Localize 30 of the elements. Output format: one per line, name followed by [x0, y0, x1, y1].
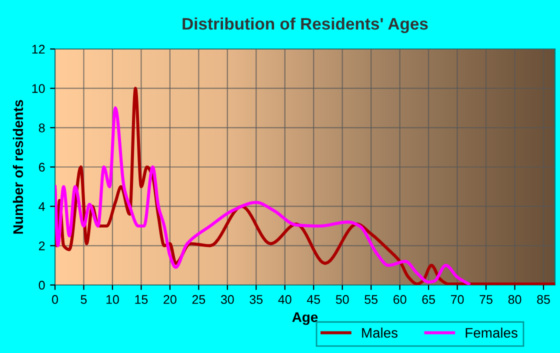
x-tick-label: 60	[394, 295, 406, 304]
x-tick-label: 40	[278, 295, 292, 304]
y-tick-label: 8	[38, 123, 45, 132]
x-tick-label: 55	[364, 295, 378, 304]
y-tick-label: 0	[38, 280, 45, 290]
x-tick-label: 80	[508, 295, 522, 304]
y-tick-label: 6	[38, 162, 45, 172]
legend-label: Males	[362, 328, 398, 338]
x-axis-title: Age	[292, 312, 318, 325]
y-tick-label: 12	[32, 44, 45, 54]
y-tick-label: 2	[38, 241, 45, 250]
y-axis-title: Number of residents	[12, 100, 24, 234]
x-tick-label: 75	[480, 295, 492, 304]
y-tick-label: 10	[32, 84, 45, 93]
x-tick-label: 85	[537, 295, 550, 304]
x-tick-label: 50	[336, 295, 349, 304]
x-tick-label: 35	[250, 295, 263, 304]
x-tick-label: 20	[164, 295, 176, 304]
x-tick-label: 25	[192, 295, 206, 304]
x-tick-label: 5	[80, 295, 87, 304]
x-tick-label: 45	[306, 295, 320, 304]
chart-title: Distribution of Residents' Ages	[182, 17, 428, 34]
legend-label: Females	[466, 328, 518, 338]
x-tick-label: 65	[422, 295, 435, 304]
x-tick-label: 15	[135, 295, 148, 304]
x-tick-label: 0	[52, 295, 58, 304]
x-tick-label: 10	[106, 295, 119, 304]
x-tick-label: 30	[220, 295, 234, 304]
y-tick-label: 4	[38, 202, 45, 211]
x-tick-label: 70	[450, 295, 464, 304]
